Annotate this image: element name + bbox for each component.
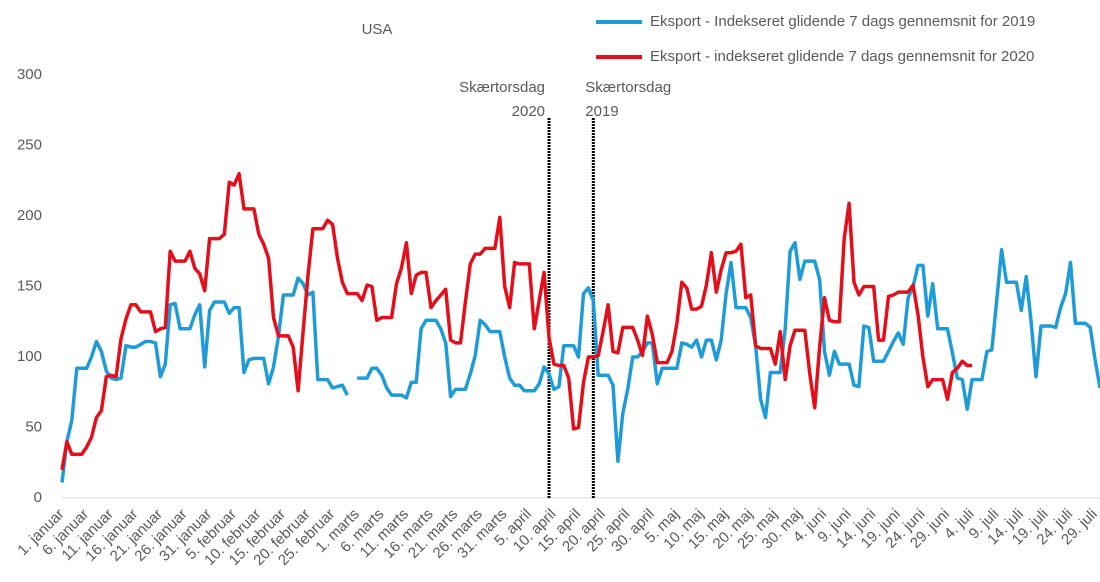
chart-title: USA (362, 21, 393, 38)
line-series (60, 171, 973, 471)
legend-label: Eksport - Indekseret glidende 7 dags gen… (650, 13, 1035, 30)
y-tick-label: 300 (17, 66, 42, 83)
y-tick-label: 0 (34, 489, 42, 506)
line-series (60, 241, 1100, 483)
y-tick-label: 200 (17, 207, 42, 224)
y-tick-label: 150 (17, 277, 42, 294)
y-tick-label: 250 (17, 136, 42, 153)
annotation-text: 2019 (585, 103, 618, 120)
legend-label: Eksport - indekseret glidende 7 dags gen… (650, 48, 1034, 65)
annotation-text: Skærtorsdag (585, 79, 671, 96)
annotation-text: 2020 (512, 103, 545, 120)
y-tick-label: 100 (17, 348, 42, 365)
annotation-text: Skærtorsdag (459, 79, 545, 96)
y-tick-label: 50 (25, 418, 42, 435)
